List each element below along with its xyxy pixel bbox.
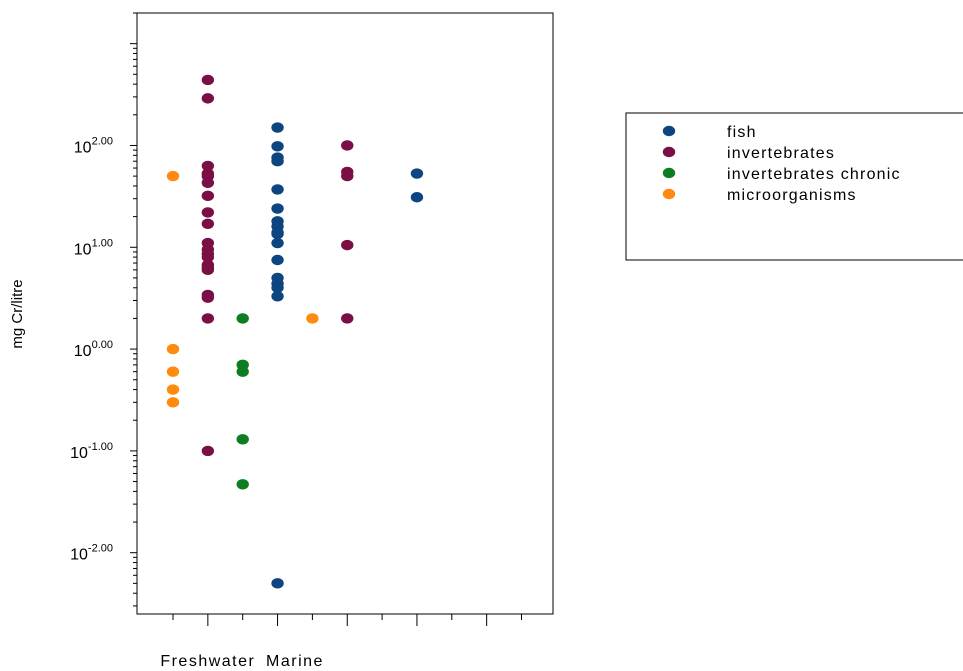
- y-tick-label: 102.00: [74, 135, 113, 156]
- point-invertebrates: [201, 292, 215, 303]
- point-invertebrates: [201, 445, 215, 457]
- point-microorganisms: [166, 384, 180, 395]
- point-invertebrates-chronic: [236, 479, 249, 490]
- plot-frame: [136, 12, 554, 615]
- point-invertebrates: [341, 239, 354, 251]
- point-fish: [271, 122, 284, 133]
- y-tick-label: 100.00: [74, 339, 113, 360]
- point-microorganisms: [166, 397, 180, 408]
- point-invertebrates: [201, 207, 215, 218]
- legend: fish invertebrates invertebrates chronic mi…: [625, 112, 963, 261]
- point-invertebrates: [201, 313, 215, 324]
- point-invertebrates: [341, 170, 354, 182]
- point-invertebrates: [201, 93, 215, 104]
- point-microorganisms: [166, 343, 180, 355]
- point-invertebrates: [341, 313, 354, 324]
- legend-marker: [662, 167, 676, 179]
- point-fish: [271, 156, 284, 167]
- point-invertebrates: [201, 160, 215, 172]
- legend-marker: [662, 125, 676, 137]
- legend-marker: [662, 188, 676, 200]
- legend-label: microorganisms: [727, 187, 857, 204]
- point-fish: [271, 228, 284, 240]
- y-tick-label: 10-1.00: [70, 441, 113, 462]
- legend-label: invertebrates: [727, 145, 835, 162]
- y-axis-title: mg Cr/litre: [9, 279, 26, 348]
- x-category-label: Marine: [266, 653, 324, 670]
- point-fish: [271, 184, 284, 195]
- point-fish: [271, 578, 284, 589]
- point-invertebrates: [201, 218, 215, 230]
- point-fish: [410, 192, 424, 203]
- point-fish: [271, 282, 284, 293]
- legend-label: invertebrates chronic: [727, 166, 901, 183]
- legend-marker: [662, 146, 676, 158]
- point-invertebrates: [201, 251, 215, 263]
- point-invertebrates-chronic: [236, 366, 249, 377]
- x-axis: [172, 614, 522, 626]
- x-category-label: Freshwater: [160, 653, 255, 670]
- point-microorganisms: [306, 313, 319, 324]
- point-invertebrates: [201, 264, 215, 276]
- point-fish: [410, 168, 424, 179]
- y-axis: 10-2.00 10-1.00 100.00 101.00 102.00: [70, 12, 137, 607]
- point-invertebrates: [201, 190, 215, 202]
- x-category-labels: Freshwater Marine: [160, 653, 324, 670]
- point-fish: [271, 203, 284, 214]
- point-microorganisms: [166, 366, 180, 377]
- point-fish: [271, 141, 284, 152]
- data-points: [166, 74, 424, 589]
- point-invertebrates: [341, 140, 354, 151]
- legend-label: fish: [727, 124, 757, 141]
- point-invertebrates-chronic: [236, 434, 249, 445]
- legend-box: [625, 112, 963, 261]
- point-fish: [271, 237, 284, 249]
- y-tick-label: 101.00: [74, 237, 113, 258]
- point-microorganisms: [166, 170, 180, 182]
- point-fish: [271, 291, 284, 302]
- point-invertebrates: [201, 74, 215, 86]
- point-invertebrates-chronic: [236, 313, 249, 324]
- y-tick-label: 10-2.00: [70, 543, 113, 564]
- point-invertebrates: [201, 177, 215, 188]
- point-fish: [271, 254, 284, 266]
